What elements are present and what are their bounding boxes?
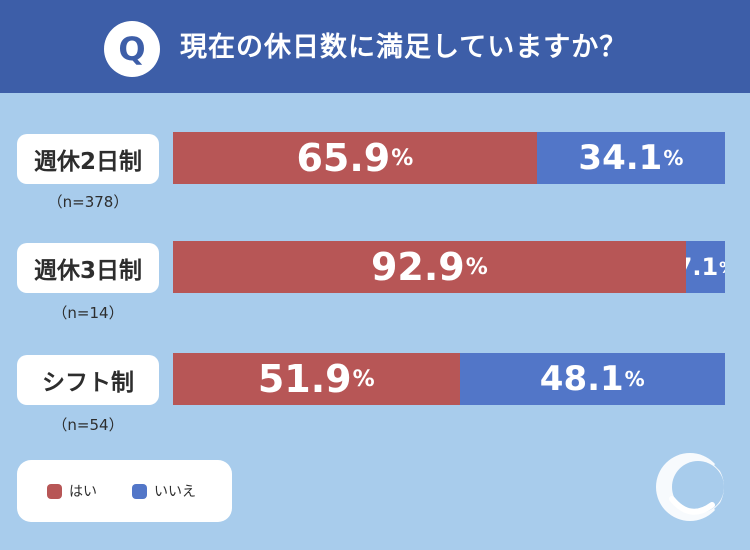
data-label-value: 65.9 xyxy=(296,136,391,180)
question-badge: Q xyxy=(104,21,160,77)
bar-segment-no-1: 7.1% xyxy=(685,241,725,293)
row-label-0: 週休2日制 xyxy=(17,134,159,184)
data-label-unit: % xyxy=(663,146,684,170)
data-label-value: 51.9 xyxy=(257,357,352,401)
question-title: 現在の休日数に満足していますか？ xyxy=(180,32,628,63)
bar-segment-yes-1: 92.9% xyxy=(173,241,686,293)
row-label-2: シフト制 xyxy=(17,355,159,405)
bar-row-1: 92.9%7.1% xyxy=(173,241,725,293)
data-label-value: 34.1 xyxy=(578,138,663,178)
header-banner: Q 現在の休日数に満足していますか？ xyxy=(0,0,750,93)
legend-label-no: いいえ xyxy=(154,484,196,500)
data-label-unit: % xyxy=(391,145,414,171)
legend: はい いいえ xyxy=(17,460,232,522)
row-sample-size-1: （n=14） xyxy=(52,304,124,322)
data-label-unit: % xyxy=(352,366,375,392)
bar-segment-yes-2: 51.9% xyxy=(173,353,460,405)
data-label-unit: % xyxy=(465,254,488,280)
data-label-value: 92.9 xyxy=(370,245,465,289)
row-label-1: 週休3日制 xyxy=(17,243,159,293)
row-sample-size-2: （n=54） xyxy=(52,416,124,434)
data-label-unit: % xyxy=(624,367,645,391)
legend-swatch-no xyxy=(132,484,147,499)
data-label-value: 48.1 xyxy=(539,359,624,399)
bar-row-2: 51.9% 48.1% xyxy=(173,353,725,405)
data-label-value: 7.1 xyxy=(686,253,719,281)
data-label-unit: % xyxy=(719,258,725,277)
bar-row-0: 65.9% 34.1% xyxy=(173,132,725,184)
bar-segment-yes-0: 65.9% xyxy=(173,132,537,184)
legend-swatch-yes xyxy=(47,484,62,499)
row-sample-size-0: （n=378） xyxy=(47,193,129,211)
bar-segment-no-0: 34.1% xyxy=(536,132,725,184)
brand-logo-icon xyxy=(656,453,726,521)
bar-segment-no-2: 48.1% xyxy=(459,353,725,405)
legend-label-yes: はい xyxy=(69,484,97,500)
